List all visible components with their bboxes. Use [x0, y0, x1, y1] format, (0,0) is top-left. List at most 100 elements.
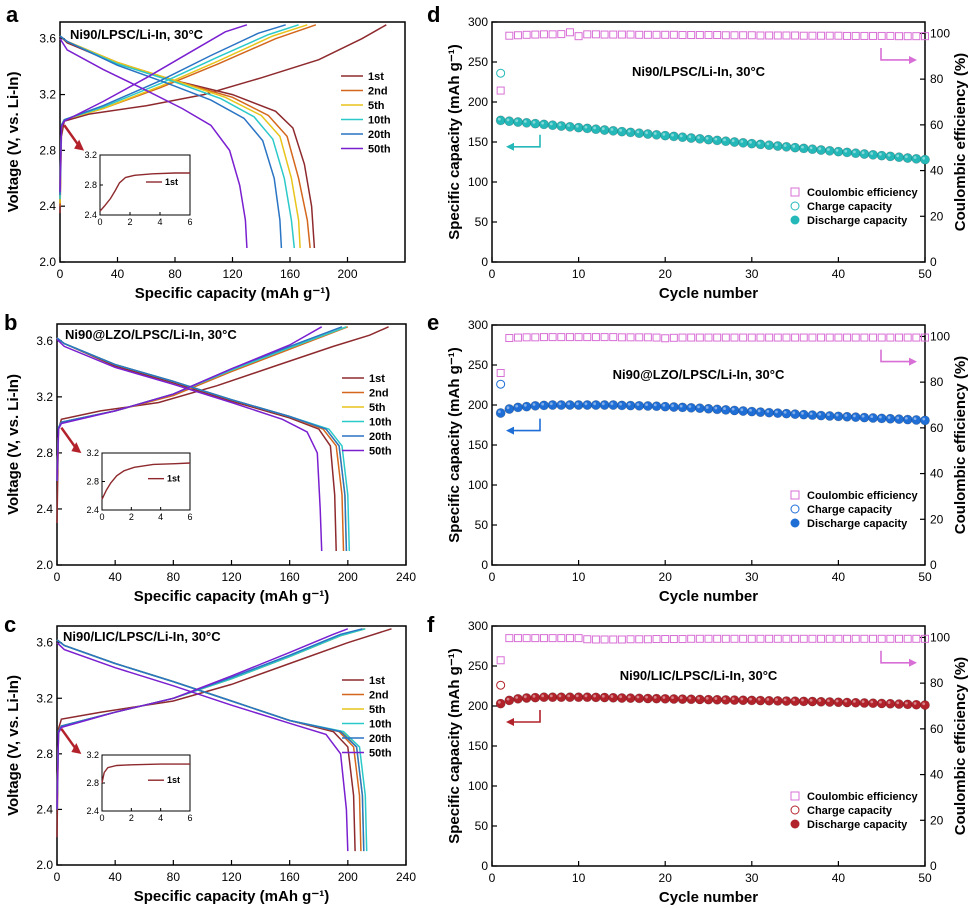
ce-point	[851, 634, 860, 643]
discharge-point	[694, 403, 705, 414]
legend-label: 5th	[368, 100, 385, 112]
ce-point	[808, 634, 817, 643]
ce-point	[782, 31, 791, 40]
x-tick-label: 30	[745, 871, 759, 885]
discharge-point-highlight	[749, 408, 752, 412]
discharge-point-highlight	[705, 136, 709, 140]
legend-label: Coulombic efficiency	[807, 490, 919, 502]
ce-point	[695, 634, 704, 643]
discharge-point	[608, 692, 619, 703]
discharge-point	[868, 413, 878, 423]
discharge-point-highlight	[549, 122, 553, 126]
discharge-point-highlight	[723, 407, 726, 410]
ce-point	[843, 634, 852, 643]
discharge-point	[530, 692, 541, 703]
discharge-point	[807, 696, 818, 707]
y-tick-label: 50	[475, 215, 489, 229]
legend-label: Charge capacity	[807, 201, 893, 213]
discharge-point-highlight	[792, 698, 796, 702]
y-tick-label: 200	[468, 398, 488, 412]
discharge-point-highlight	[861, 700, 865, 704]
discharge-point	[755, 139, 766, 150]
x-tick-label: 50	[918, 267, 932, 281]
discharge-point	[495, 408, 506, 418]
panel-condition: Ni90@LZO/LPSC/Li-In, 30°C	[65, 327, 237, 342]
discharge-point-highlight	[688, 135, 692, 139]
ce-point	[548, 634, 557, 643]
x-tick-label: 80	[168, 267, 182, 281]
discharge-point-highlight	[679, 134, 683, 138]
legend-label: Charge capacity	[807, 805, 893, 817]
charge-point	[496, 379, 506, 389]
discharge-point	[660, 693, 671, 704]
discharge-point-highlight	[714, 406, 718, 410]
zoom-arrow-head	[74, 139, 85, 151]
ce-point	[791, 634, 800, 643]
discharge-point-highlight	[749, 140, 752, 144]
y-tick-label: 2.4	[36, 802, 53, 816]
ce-point	[825, 634, 834, 643]
discharge-point	[902, 699, 913, 710]
x-tick-label: 0	[489, 267, 496, 281]
discharge-point	[660, 401, 671, 412]
ce-point	[626, 30, 635, 39]
zoom-arrow-head	[71, 442, 82, 454]
ce-point	[583, 30, 592, 39]
ce-point	[574, 32, 583, 41]
discharge-point-highlight	[549, 694, 553, 698]
discharge-point	[651, 129, 662, 140]
discharge-point-highlight	[523, 403, 527, 407]
discharge-point-highlight	[801, 145, 804, 149]
ce-point	[513, 31, 522, 40]
discharge-point-highlight	[575, 124, 579, 128]
discharge-point	[876, 698, 887, 709]
discharge-point	[850, 697, 861, 708]
ce-point	[661, 30, 670, 39]
left-axis-arrow-head	[506, 718, 514, 726]
panel-d: 0 10 20 30 40 5005010015020025030002040608010…	[427, 2, 969, 302]
x-tick-label: 20	[659, 267, 673, 281]
discharge-point	[642, 693, 653, 704]
y-tick-label: 150	[468, 135, 488, 149]
discharge-point-highlight	[740, 408, 744, 412]
discharge-point	[798, 409, 809, 420]
discharge-point	[530, 400, 541, 411]
right-axis-arrow-head	[909, 658, 917, 667]
discharge-point-highlight	[610, 128, 614, 131]
discharge-point-highlight	[731, 407, 735, 411]
discharge-point-highlight	[497, 410, 501, 414]
inset-y-tick-label: 2.8	[86, 477, 99, 487]
y-tick-label: 0	[481, 859, 488, 873]
y-axis-label: Voltage (V, vs. Li-In)	[5, 675, 22, 816]
discharge-point	[686, 402, 697, 413]
legend-label: 50th	[369, 748, 392, 760]
discharge-point-highlight	[575, 694, 579, 698]
ce-point	[834, 31, 843, 40]
discharge-point-highlight	[671, 133, 674, 137]
ce-point	[895, 32, 904, 41]
ce-point	[643, 333, 652, 342]
panel-condition: Ni90/LIC/LPSC/Li-In, 30°C	[63, 629, 221, 644]
legend-label: Discharge capacity	[807, 215, 908, 227]
discharge-point-highlight	[896, 701, 900, 705]
discharge-point	[582, 400, 593, 410]
discharge-point-highlight	[853, 700, 856, 703]
legend-label: 2nd	[368, 86, 388, 98]
discharge-point-highlight	[705, 696, 709, 700]
ce-point	[687, 634, 696, 643]
y-tick-label: 0	[481, 558, 488, 572]
legend-label: 2nd	[369, 388, 389, 400]
y-tick-label: 3.6	[36, 334, 53, 348]
ce-point	[825, 333, 834, 342]
discharge-point-highlight	[679, 404, 683, 408]
ce-point	[678, 635, 687, 644]
legend-label: 50th	[368, 144, 391, 156]
x-tick-label: 0	[54, 570, 61, 584]
inset-x-tick-label: 4	[158, 512, 163, 522]
legend-label: 1st	[369, 373, 385, 385]
ce-point	[721, 333, 730, 342]
ce-point	[756, 634, 765, 643]
discharge-point	[625, 400, 636, 411]
charge-curve-2nd	[56, 326, 349, 481]
